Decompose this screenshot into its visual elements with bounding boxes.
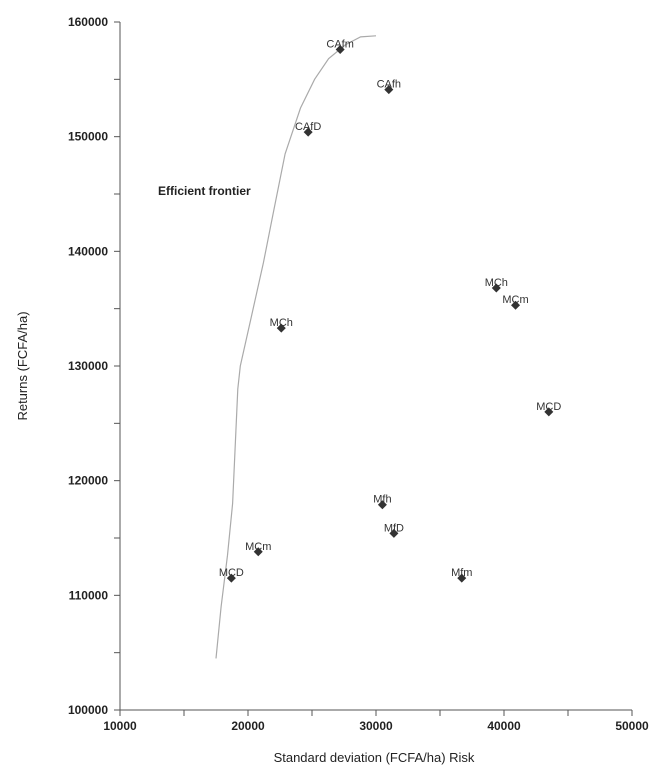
points-group: CAfm CAfh CAfD MCh MCm MCh MCD Mfh MfD MCm MCD Mfm [219, 39, 561, 583]
data-point-label: MCm [502, 294, 528, 306]
data-point [226, 573, 236, 583]
x-tick-label: 20000 [231, 719, 265, 733]
x-axis-title: Standard deviation (FCFA/ha) Risk [274, 750, 475, 765]
x-tick-label: 50000 [615, 719, 649, 733]
data-point [457, 573, 467, 583]
data-point-label: MCh [485, 277, 508, 289]
data-point [544, 407, 554, 417]
y-tick-label: 140000 [68, 244, 108, 258]
data-point-label: Mfm [451, 567, 472, 579]
data-point [377, 500, 387, 510]
data-point-label: MCh [270, 317, 293, 329]
y-axis-title: Returns (FCFA/ha) [15, 311, 30, 420]
data-point-label: Mfh [373, 494, 391, 506]
data-point [491, 283, 501, 293]
data-point-label: CAfD [295, 121, 321, 133]
y-tick-label: 120000 [68, 474, 108, 488]
frontier-group [215, 35, 377, 659]
data-point [276, 323, 286, 333]
data-point [335, 45, 345, 55]
data-point-label: MfD [384, 522, 404, 534]
data-point [389, 528, 399, 538]
data-point [303, 127, 313, 137]
y-tick-label: 150000 [68, 130, 108, 144]
y-tick-label: 160000 [68, 15, 108, 29]
y-tick-label: 130000 [68, 359, 108, 373]
data-point [253, 547, 263, 557]
data-point-label: CAfm [326, 39, 354, 51]
data-point-label: MCD [536, 401, 561, 413]
data-point-label: CAfh [377, 79, 401, 91]
frontier-annotation: Efficient frontier [158, 184, 251, 198]
x-tick-label: 40000 [487, 719, 521, 733]
ticks: 10000 20000 30000 40000 50000 100000 110000 120… [68, 15, 649, 733]
x-tick-label: 10000 [103, 719, 137, 733]
data-point-label: MCm [245, 541, 271, 553]
axes [119, 22, 632, 711]
y-tick-label: 100000 [68, 703, 108, 717]
efficient-frontier-line [215, 35, 377, 659]
data-point [384, 85, 394, 95]
x-tick-label: 30000 [359, 719, 393, 733]
y-tick-label: 110000 [69, 588, 109, 602]
data-point [511, 300, 521, 310]
data-point-label: MCD [219, 567, 244, 579]
